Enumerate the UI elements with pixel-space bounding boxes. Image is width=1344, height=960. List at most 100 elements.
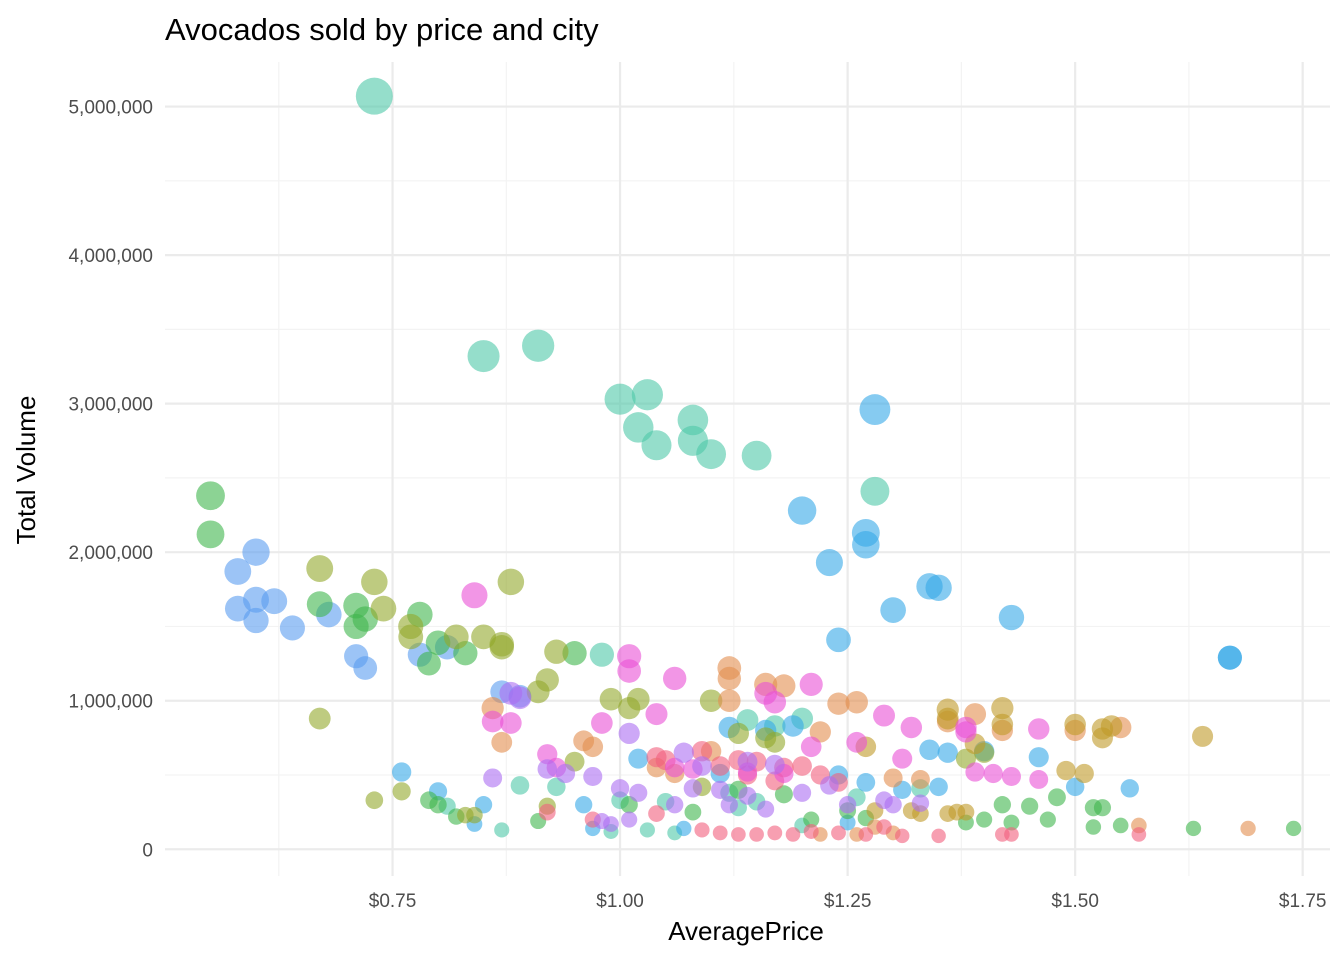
data-point — [859, 394, 891, 426]
data-point — [820, 776, 839, 795]
data-point — [537, 759, 558, 779]
data-point — [261, 588, 288, 615]
data-point — [491, 731, 513, 753]
data-point — [1056, 760, 1076, 781]
y-tick-label: 1,000,000 — [68, 692, 153, 713]
data-point — [538, 803, 556, 821]
data-point — [900, 716, 923, 739]
data-point — [617, 659, 641, 683]
data-point — [353, 656, 378, 680]
data-point — [242, 538, 270, 566]
data-point — [243, 607, 269, 634]
data-point — [792, 756, 812, 776]
data-point — [1085, 819, 1102, 835]
data-point — [416, 651, 441, 676]
data-point — [991, 697, 1014, 720]
data-point — [852, 530, 880, 559]
data-point — [673, 742, 694, 763]
data-point — [718, 689, 741, 712]
x-tick-label: $1.00 — [596, 891, 644, 912]
data-point — [876, 819, 892, 835]
x-axis-title: AveragePrice — [668, 916, 824, 946]
data-point — [361, 568, 388, 596]
data-point — [526, 680, 550, 704]
data-point — [1029, 769, 1049, 789]
data-point — [483, 768, 503, 788]
data-point — [522, 329, 555, 362]
data-point — [858, 827, 874, 842]
data-point — [666, 796, 684, 814]
y-tick-label: 3,000,000 — [68, 395, 153, 416]
data-point — [717, 666, 741, 691]
data-point — [737, 751, 758, 772]
y-tick-label: 0 — [142, 840, 153, 861]
data-point — [910, 769, 930, 789]
data-point — [925, 574, 952, 601]
data-points — [196, 77, 1302, 844]
data-point — [757, 800, 775, 818]
data-point — [720, 796, 738, 814]
data-point — [957, 803, 975, 821]
y-axis-title: Total Volume — [11, 396, 41, 545]
data-point — [466, 806, 483, 824]
data-point — [803, 823, 819, 839]
data-point — [306, 591, 333, 618]
y-tick-label: 4,000,000 — [68, 246, 153, 267]
data-point — [919, 739, 940, 760]
data-point — [676, 820, 692, 837]
data-point — [662, 666, 687, 691]
data-point — [884, 796, 902, 814]
data-point — [694, 822, 710, 838]
data-point — [827, 692, 850, 715]
data-point — [1048, 788, 1066, 807]
data-point — [787, 496, 817, 525]
data-point — [196, 520, 225, 549]
data-point — [398, 624, 424, 650]
data-point — [936, 707, 959, 730]
chart-title: Avocados sold by price and city — [165, 12, 599, 47]
data-point — [998, 604, 1025, 631]
data-point — [645, 703, 668, 726]
x-axis-ticks: $0.75 $1.00 $1.25 $1.50 $1.75 — [369, 891, 1327, 912]
data-point — [500, 712, 522, 734]
data-point — [1091, 727, 1113, 749]
x-tick-label: $0.75 — [369, 891, 417, 912]
x-tick-label: $1.25 — [824, 891, 872, 912]
data-point — [873, 704, 896, 727]
data-point — [1185, 820, 1202, 837]
data-point — [929, 777, 948, 797]
data-point — [1004, 827, 1019, 842]
data-point — [965, 762, 985, 782]
data-point — [1240, 820, 1256, 837]
data-point — [684, 803, 702, 821]
data-point — [683, 779, 703, 798]
data-point — [618, 722, 640, 745]
data-point — [547, 777, 566, 797]
y-axis-ticks: 0 1,000,000 2,000,000 3,000,000 4,000,000 5,0… — [68, 98, 153, 862]
data-point — [508, 686, 532, 710]
data-point — [626, 687, 650, 711]
data-point — [793, 783, 812, 802]
data-point — [712, 825, 728, 841]
data-point — [391, 762, 412, 782]
data-point — [692, 756, 712, 776]
data-point — [826, 627, 851, 653]
data-point — [555, 763, 576, 784]
data-point — [800, 736, 822, 758]
data-point — [691, 741, 713, 762]
data-point — [738, 786, 757, 805]
data-point — [983, 763, 1003, 784]
data-point — [699, 689, 723, 712]
data-point — [648, 805, 665, 822]
data-point — [838, 796, 857, 814]
data-point — [931, 828, 946, 844]
data-point — [1021, 797, 1039, 815]
data-point — [1003, 814, 1020, 831]
data-point — [429, 796, 447, 814]
data-point — [489, 635, 514, 660]
data-point — [764, 754, 785, 775]
data-point — [370, 595, 397, 622]
data-point — [494, 822, 510, 838]
data-point — [799, 672, 823, 696]
x-tick-label: $1.50 — [1051, 891, 1099, 912]
